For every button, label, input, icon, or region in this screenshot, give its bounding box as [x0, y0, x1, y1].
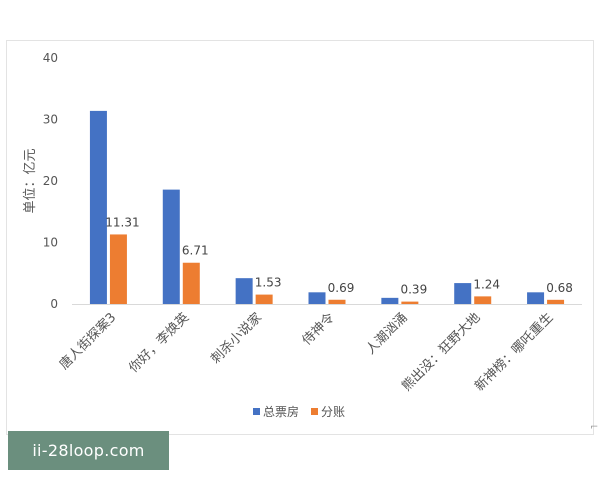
- bar-share: [474, 296, 492, 304]
- bar-total: [308, 292, 326, 304]
- y-axis-label: 单位：亿元: [23, 148, 38, 213]
- data-label: 11.31: [105, 215, 139, 229]
- bar-share: [328, 299, 346, 304]
- y-tick-label: 0: [50, 297, 58, 311]
- x-tick-label: 熊出没：狂野大地: [399, 310, 484, 395]
- x-tick-label: 人潮汹涌: [363, 310, 410, 357]
- legend-swatch: [253, 408, 260, 415]
- bar-total: [454, 283, 472, 304]
- legend-swatch: [311, 408, 318, 415]
- y-tick-label: 40: [43, 51, 58, 65]
- x-tick-label: 你好，李焕英: [126, 310, 192, 376]
- bar-share: [547, 299, 565, 304]
- bar-total: [381, 297, 399, 304]
- y-tick-label: 20: [43, 174, 58, 188]
- watermark: ii-28loop.com: [8, 431, 169, 470]
- data-label: 1.24: [473, 277, 500, 291]
- bar-share: [255, 294, 273, 304]
- bar-total: [89, 110, 107, 304]
- data-label: 0.39: [400, 283, 427, 297]
- x-tick-label: 刺杀小说家: [208, 310, 265, 367]
- bar-total: [235, 278, 253, 304]
- data-label: 0.69: [328, 281, 355, 295]
- y-tick-label: 30: [43, 113, 58, 127]
- data-label: 6.71: [182, 244, 209, 258]
- bar-total: [527, 292, 545, 304]
- bar-total: [162, 189, 180, 304]
- x-tick-label: 唐人街探案3: [56, 310, 119, 373]
- edge-mark: ⌐: [590, 422, 599, 433]
- x-tick-label: 侍神令: [300, 310, 338, 348]
- bar-share: [109, 234, 127, 304]
- legend-label: 分账: [321, 405, 345, 419]
- data-label: 1.53: [255, 276, 282, 290]
- bar-share: [182, 262, 200, 304]
- data-label: 0.68: [546, 281, 573, 295]
- bar-share: [401, 301, 419, 304]
- y-tick-label: 10: [43, 236, 58, 250]
- legend-label: 总票房: [263, 404, 299, 419]
- x-tick-label: 新神榜：哪吒重生: [472, 310, 557, 395]
